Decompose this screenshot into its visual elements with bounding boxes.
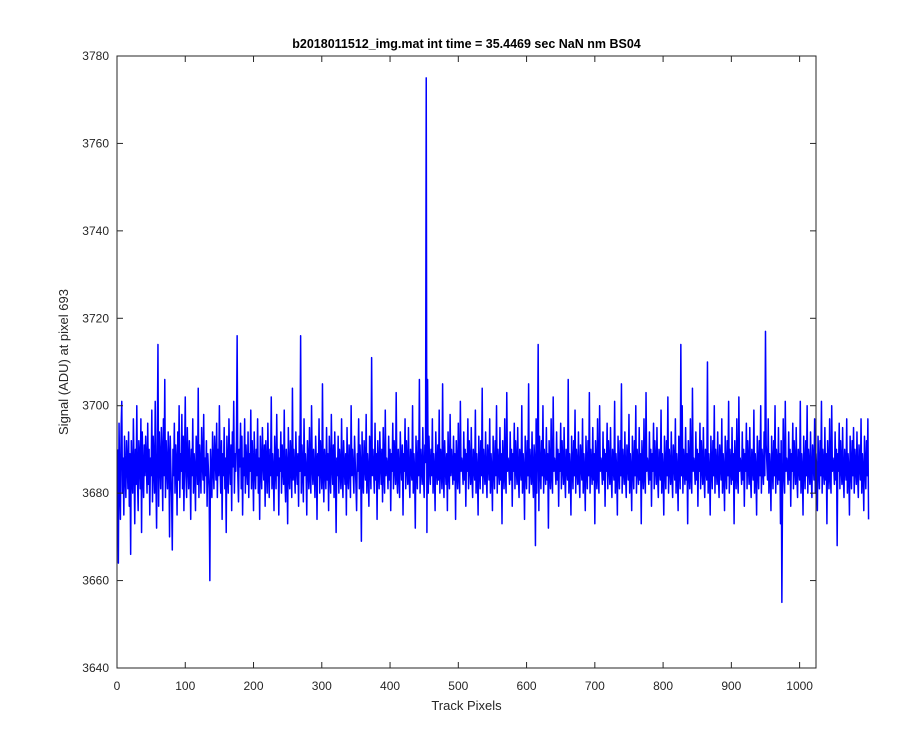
y-tick-label: 3640: [82, 661, 109, 675]
x-tick-label: 600: [517, 679, 537, 693]
x-tick-label: 700: [585, 679, 605, 693]
chart-title: b2018011512_img.mat int time = 35.4469 s…: [292, 37, 641, 51]
y-tick-label: 3700: [82, 399, 109, 413]
plot-area: [117, 56, 816, 668]
signal-series-line: [116, 77, 870, 604]
y-tick-label: 3720: [82, 311, 109, 325]
plot-frame: [116, 55, 817, 669]
y-tick-label: 3660: [82, 574, 109, 588]
x-tick-label: 300: [312, 679, 332, 693]
y-tick-label: 3680: [82, 486, 109, 500]
y-tick-label: 3740: [82, 224, 109, 238]
x-axis-ticks: 0 100 200 300 400 500 600 700 800 900 1000: [114, 56, 813, 693]
y-tick-label: 3780: [82, 49, 109, 63]
x-tick-label: 500: [448, 679, 468, 693]
x-tick-label: 0: [114, 679, 121, 693]
x-axis-label: Track Pixels: [431, 698, 502, 713]
y-axis-label: Signal (ADU) at pixel 693: [56, 289, 71, 435]
x-tick-label: 800: [653, 679, 673, 693]
x-tick-label: 400: [380, 679, 400, 693]
y-tick-label: 3760: [82, 136, 109, 150]
x-tick-label: 100: [175, 679, 195, 693]
x-tick-label: 1000: [786, 679, 813, 693]
x-tick-label: 900: [721, 679, 741, 693]
y-axis-ticks: 3640 3660 3680 3700 3720 3740 3760 3780: [82, 49, 816, 675]
x-tick-label: 200: [244, 679, 264, 693]
